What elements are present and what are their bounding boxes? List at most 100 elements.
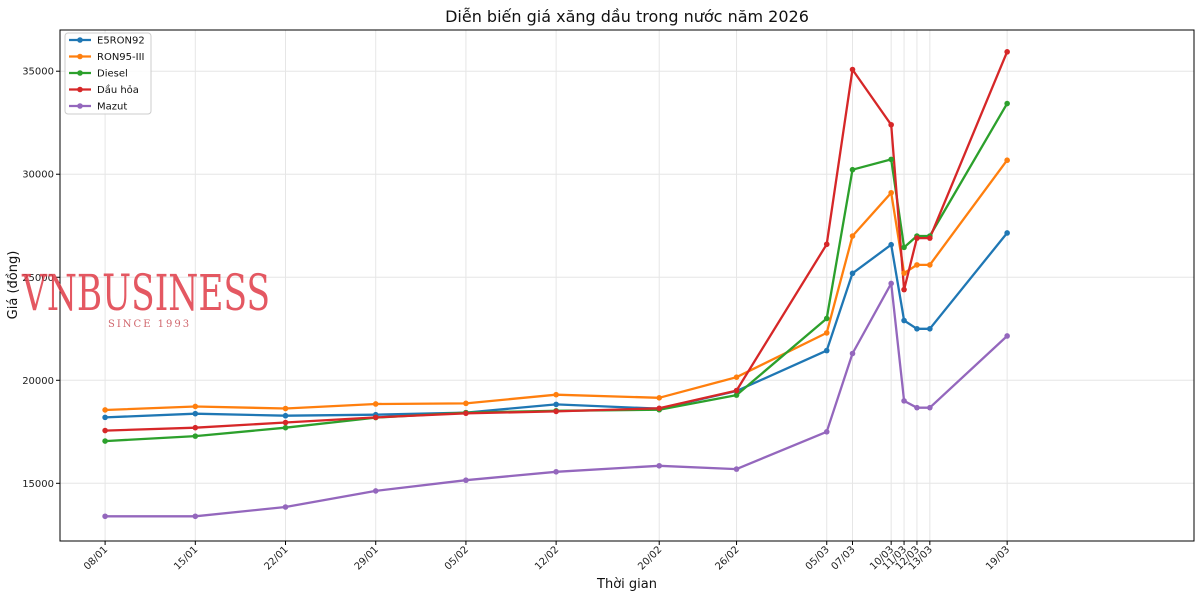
- legend-marker: [77, 53, 83, 60]
- x-tick-label: 05/03: [804, 544, 832, 572]
- x-tick-label: 08/01: [82, 544, 110, 572]
- x-tick-label: 19/03: [984, 544, 1012, 572]
- data-point-mazut: [656, 462, 663, 469]
- data-point-mazut: [888, 280, 894, 287]
- watermark-brand: VNBUSINESS: [21, 264, 270, 322]
- x-tick-label: 15/01: [172, 544, 200, 572]
- y-tick-label: 35000: [22, 67, 54, 78]
- data-point-ron95-iii: [463, 400, 469, 407]
- y-axis-ticks: 15000 20000 25000 30000 35000: [22, 67, 60, 490]
- data-point-d-u-h-a: [656, 405, 663, 412]
- data-point-mazut: [823, 428, 830, 435]
- data-point-diesel: [849, 166, 856, 173]
- x-axis-title: Thời gian: [596, 577, 657, 592]
- data-point-ron95-iii: [901, 270, 907, 276]
- y-axis-title: Giá (đồng): [6, 251, 21, 320]
- chart-title: Diễn biến giá xăng dầu trong nước năm 20…: [445, 7, 809, 26]
- x-tick-label: 26/02: [713, 544, 741, 572]
- data-point-mazut: [914, 404, 920, 411]
- legend-label: E5RON92: [97, 36, 145, 47]
- y-tick-label: 15000: [22, 479, 54, 490]
- data-point-ron95-iii: [102, 407, 108, 413]
- data-point-mazut: [553, 468, 559, 475]
- data-point-d-u-h-a: [733, 387, 740, 394]
- data-point-d-u-h-a: [927, 235, 933, 241]
- data-point-e5ron92: [553, 401, 559, 408]
- y-tick-label: 30000: [22, 170, 54, 181]
- data-point-d-u-h-a: [849, 66, 856, 73]
- data-point-e5ron92: [192, 410, 199, 417]
- data-point-ron95-iii: [553, 391, 559, 398]
- data-point-diesel: [102, 438, 108, 444]
- data-point-ron95-iii: [192, 403, 199, 410]
- data-point-ron95-iii: [733, 374, 740, 380]
- legend: E5RON92 RON95-III Diesel Dầu hỏa Mazut: [64, 32, 152, 115]
- data-point-ron95-iii: [282, 405, 289, 412]
- data-point-ron95-iii: [849, 233, 856, 239]
- data-point-mazut: [102, 513, 108, 520]
- data-point-d-u-h-a: [914, 235, 920, 241]
- data-point-e5ron92: [888, 241, 894, 248]
- legend-label: Mazut: [97, 102, 127, 113]
- data-point-ron95-iii: [1004, 157, 1010, 164]
- legend-label: Dầu hỏa: [97, 84, 139, 96]
- x-tick-label: 05/02: [443, 544, 471, 572]
- plot-area: [59, 29, 1195, 542]
- data-point-e5ron92: [849, 270, 856, 277]
- grid: [60, 30, 1194, 541]
- data-point-d-u-h-a: [823, 241, 830, 248]
- data-point-diesel: [901, 244, 907, 251]
- data-point-d-u-h-a: [192, 424, 199, 431]
- x-tick-label: 07/03: [829, 544, 857, 572]
- data-point-ron95-iii: [823, 330, 830, 336]
- x-axis-ticks: 08/01 15/01 22/01 29/01 05/02 12/02 20/02 26/02…: [82, 541, 1012, 573]
- legend-label: Diesel: [97, 69, 128, 80]
- data-point-d-u-h-a: [463, 410, 469, 417]
- data-point-mazut: [1004, 333, 1010, 339]
- watermark-logo: VNBUSINESS SINCE 1993: [21, 264, 270, 330]
- data-point-d-u-h-a: [1004, 49, 1010, 55]
- data-point-mazut: [901, 398, 907, 404]
- data-point-diesel: [192, 433, 199, 439]
- data-point-e5ron92: [927, 325, 933, 332]
- data-point-ron95-iii: [914, 262, 920, 268]
- data-point-mazut: [372, 488, 379, 494]
- data-point-diesel: [282, 424, 289, 431]
- x-tick-label: 22/01: [262, 544, 290, 572]
- x-tick-label: 20/02: [636, 544, 664, 572]
- y-tick-label: 20000: [22, 376, 54, 387]
- data-point-mazut: [849, 350, 856, 357]
- data-point-d-u-h-a: [372, 414, 379, 421]
- legend-marker: [77, 86, 83, 93]
- data-point-mazut: [733, 466, 740, 472]
- legend-box: [64, 32, 152, 115]
- data-point-ron95-iii: [927, 262, 933, 268]
- series-points: [102, 49, 1010, 520]
- data-point-mazut: [192, 513, 199, 520]
- data-point-ron95-iii: [372, 401, 379, 407]
- x-tick-label: 12/02: [533, 544, 561, 572]
- data-point-e5ron92: [1004, 230, 1010, 236]
- data-point-diesel: [888, 156, 894, 163]
- data-point-d-u-h-a: [901, 286, 907, 293]
- legend-marker: [77, 37, 83, 43]
- watermark-tagline: SINCE 1993: [108, 319, 191, 330]
- data-point-d-u-h-a: [102, 427, 108, 434]
- legend-label: RON95-III: [97, 52, 144, 63]
- data-point-e5ron92: [282, 412, 289, 419]
- data-point-ron95-iii: [656, 394, 663, 401]
- data-point-ron95-iii: [888, 189, 894, 196]
- data-point-mazut: [927, 404, 933, 411]
- data-point-e5ron92: [823, 347, 830, 354]
- plot-frame: [59, 29, 1195, 542]
- data-point-diesel: [1004, 100, 1010, 107]
- data-point-e5ron92: [901, 317, 907, 324]
- data-point-diesel: [733, 392, 740, 398]
- data-point-diesel: [823, 315, 830, 322]
- data-point-mazut: [282, 504, 289, 510]
- data-point-d-u-h-a: [282, 419, 289, 426]
- legend-marker: [77, 103, 83, 109]
- data-point-e5ron92: [914, 325, 920, 332]
- legend-marker: [77, 70, 83, 76]
